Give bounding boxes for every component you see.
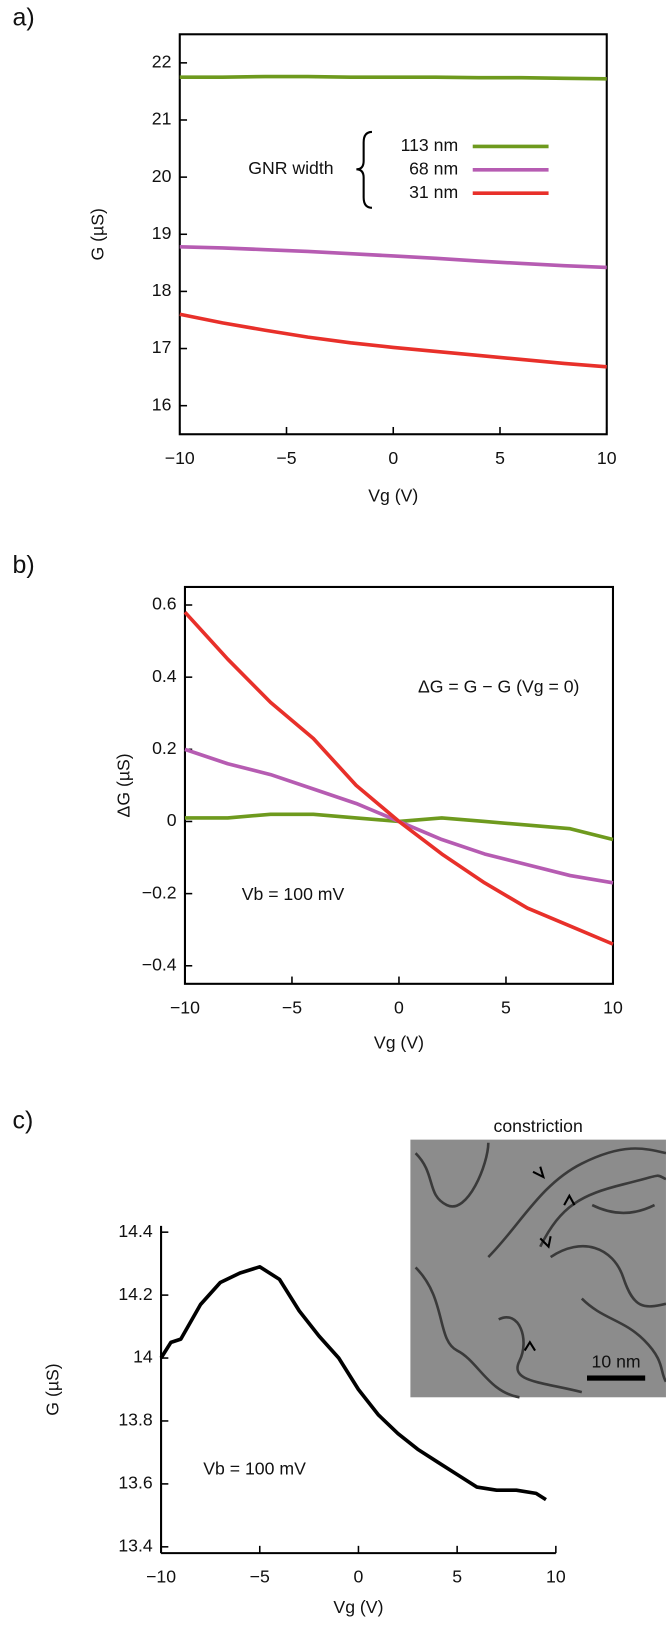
y-tick-label: 17 xyxy=(152,337,172,357)
y-tick-label: 14 xyxy=(133,1347,153,1367)
y-tick-label: 22 xyxy=(152,52,172,72)
x-axis-label: Vg (V) xyxy=(333,1597,383,1617)
x-tick-label: −10 xyxy=(146,1567,176,1587)
x-tick-label: −5 xyxy=(250,1567,270,1587)
scale-bar-label: 10 nm xyxy=(592,1352,641,1372)
x-tick-label: 0 xyxy=(354,1567,364,1587)
y-tick-label: −0.2 xyxy=(142,882,177,902)
inset-image xyxy=(410,1139,666,1399)
y-tick-label: 0.4 xyxy=(152,666,177,686)
y-tick-label: 21 xyxy=(152,109,172,129)
y-tick-label: 0.2 xyxy=(152,738,177,758)
panel-label: a) xyxy=(13,3,35,31)
y-axis-label: ΔG (µS) xyxy=(113,753,133,817)
y-tick-label: 16 xyxy=(152,394,172,414)
y-tick-label: 14.4 xyxy=(118,1221,153,1241)
y-tick-label: −0.4 xyxy=(142,954,177,974)
data-line xyxy=(179,74,607,81)
y-axis-label: G (µS) xyxy=(43,1363,63,1415)
annotation: ΔG = G − G (Vg = 0) xyxy=(418,676,579,696)
data-line xyxy=(179,312,607,369)
data-line xyxy=(183,610,614,946)
y-tick-label: 13.6 xyxy=(118,1473,153,1493)
y-tick-label: 14.2 xyxy=(118,1284,152,1304)
x-axis-label: Vg (V) xyxy=(374,1033,424,1053)
panel-label: c) xyxy=(13,1107,34,1135)
x-tick-label: −5 xyxy=(276,448,296,468)
plot-frame xyxy=(178,33,608,436)
y-tick-label: 18 xyxy=(152,280,172,300)
inset-title: constriction xyxy=(494,1116,583,1136)
y-tick-label: 0.6 xyxy=(152,594,177,614)
x-tick-label: 0 xyxy=(388,448,398,468)
plot-frame xyxy=(183,585,615,985)
legend-label: 31 nm xyxy=(409,182,458,202)
x-tick-label: 10 xyxy=(546,1567,566,1587)
x-tick-label: −10 xyxy=(165,448,195,468)
y-axis-label: G (µS) xyxy=(87,208,107,260)
x-tick-label: 5 xyxy=(452,1567,462,1587)
data-line xyxy=(184,812,614,842)
x-tick-label: 0 xyxy=(394,997,404,1017)
x-tick-label: 5 xyxy=(501,997,511,1017)
panel-label: b) xyxy=(13,551,35,579)
x-tick-label: 10 xyxy=(603,997,623,1017)
x-tick-label: −5 xyxy=(282,997,302,1017)
y-tick-label: 0 xyxy=(167,810,177,830)
x-axis-label: Vg (V) xyxy=(368,485,418,505)
y-tick-label: 13.4 xyxy=(118,1536,153,1556)
x-tick-label: 5 xyxy=(495,448,505,468)
legend-label: 68 nm xyxy=(409,159,458,179)
legend-brace xyxy=(356,130,373,209)
x-tick-label: −10 xyxy=(170,997,200,1017)
annotation: Vb = 100 mV xyxy=(242,884,345,904)
legend-title: GNR width xyxy=(248,158,333,178)
data-line xyxy=(179,245,607,270)
legend-label: 113 nm xyxy=(401,135,459,155)
data-line xyxy=(159,1264,547,1502)
annotation: Vb = 100 mV xyxy=(203,1459,306,1479)
x-tick-label: 10 xyxy=(597,448,617,468)
y-tick-label: 20 xyxy=(152,166,172,186)
y-tick-label: 13.8 xyxy=(118,1410,153,1430)
y-tick-label: 19 xyxy=(152,223,172,243)
